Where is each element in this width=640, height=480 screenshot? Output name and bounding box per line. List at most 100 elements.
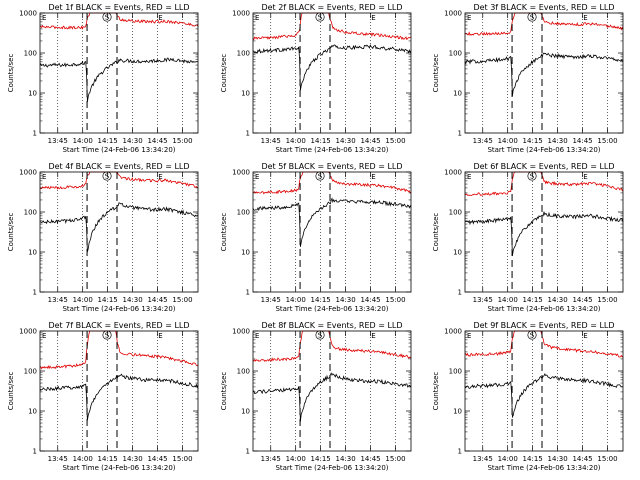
panel-title: Det 6f BLACK = Events, RED = LLD [473,162,614,171]
marker-label: E [583,332,587,340]
y-tick-label: 1 [33,289,37,297]
y-axis-label: Counts/sec [7,213,15,252]
y-tick-label: 10 [28,249,37,257]
y-tick-label: 100 [24,50,37,58]
events-series-line [464,52,624,97]
y-axis-label: Counts/sec [432,54,440,93]
x-tick-label: 13:45 [473,455,493,463]
x-tick-label: 14:15 [98,137,118,145]
x-tick-label: 14:30 [335,455,355,463]
x-tick-label: 15:00 [385,455,405,463]
x-tick-label: 14:00 [498,455,518,463]
y-axis-label: Counts/sec [7,54,15,93]
plot-frame [252,171,412,293]
y-tick-label: 100 [237,209,250,217]
x-axis-label: Start Time (24-Feb-06 13:34:20) [62,305,175,313]
x-tick-label: 14:30 [547,455,567,463]
events-series-line [39,202,199,252]
y-tick-label: 1 [33,130,37,138]
lld-series-line [252,330,412,362]
x-tick-label: 13:45 [48,455,68,463]
x-tick-label: 14:15 [523,137,543,145]
y-tick-label: 1 [246,289,250,297]
x-axis-label: Start Time (24-Feb-06 13:34:20) [62,146,175,154]
y-tick-label: 1 [458,448,462,456]
plot-frame [464,330,624,452]
plot-frame [39,330,199,452]
y-tick-label: 100 [449,209,462,217]
events-series-line [252,372,412,422]
y-tick-label: 100 [24,209,37,217]
x-tick-label: 13:45 [261,137,281,145]
x-tick-label: 13:45 [48,137,68,145]
marker-label: E [255,332,259,340]
lld-series-line [464,171,624,197]
x-tick-label: 14:00 [286,296,306,304]
events-series-line [39,373,199,421]
x-tick-label: 14:45 [147,455,167,463]
y-tick-label: 10 [241,408,250,416]
y-tick-label: 10 [28,90,37,98]
y-tick-label: 10 [241,90,250,98]
plot-frame [39,12,199,134]
y-tick-label: 1000 [232,10,250,18]
x-tick-label: 14:30 [122,137,142,145]
x-tick-label: 14:45 [572,455,592,463]
x-tick-label: 15:00 [597,296,617,304]
marker-label: E [467,14,471,22]
x-tick-label: 14:15 [311,137,331,145]
y-tick-label: 1 [458,289,462,297]
plot-frame [39,171,199,293]
x-tick-label: 14:15 [98,296,118,304]
x-tick-label: 14:15 [311,455,331,463]
x-tick-label: 14:30 [335,296,355,304]
y-tick-label: 100 [449,50,462,58]
marker-label: E [158,14,162,22]
lld-series-line [464,330,624,358]
x-tick-label: 14:45 [572,296,592,304]
y-tick-label: 1000 [444,169,462,177]
events-series-line [252,44,412,91]
y-tick-label: 1000 [232,169,250,177]
plot-frame [252,330,412,452]
marker-label: E [42,332,46,340]
y-tick-label: 1000 [232,328,250,336]
y-tick-label: 1000 [444,328,462,336]
panel-title: Det 9f BLACK = Events, RED = LLD [473,321,614,330]
x-tick-label: 14:00 [73,455,93,463]
y-tick-label: 100 [237,50,250,58]
x-tick-label: 15:00 [597,137,617,145]
marker-label: E [42,173,46,181]
y-tick-label: 100 [449,368,462,376]
x-axis-label: Start Time (24-Feb-06 13:34:20) [275,464,388,472]
y-tick-label: 10 [28,408,37,416]
x-tick-label: 14:00 [498,137,518,145]
marker-label: E [467,332,471,340]
lld-series-line [252,12,412,41]
x-tick-label: 14:00 [498,296,518,304]
marker-label: E [371,14,375,22]
lld-series-line [252,171,412,195]
x-axis-label: Start Time (24-Feb-06 13:34:20) [275,146,388,154]
y-tick-label: 1 [458,130,462,138]
x-tick-label: 14:45 [360,296,380,304]
y-tick-label: 1000 [19,10,37,18]
x-tick-label: 14:00 [73,137,93,145]
y-axis-label: Counts/sec [220,372,228,411]
plot-frame [464,12,624,134]
x-tick-label: 14:30 [122,296,142,304]
x-tick-label: 14:45 [360,455,380,463]
marker-label: E [371,332,375,340]
y-tick-label: 1000 [19,169,37,177]
x-tick-label: 14:15 [523,455,543,463]
panel-title: Det 7f BLACK = Events, RED = LLD [48,321,189,330]
y-tick-label: 1 [246,448,250,456]
lld-series-line [39,330,199,370]
x-tick-label: 15:00 [172,137,192,145]
events-series-line [252,197,412,247]
x-tick-label: 13:45 [261,296,281,304]
y-tick-label: 100 [237,368,250,376]
y-tick-label: 100 [24,368,37,376]
marker-label: E [255,173,259,181]
